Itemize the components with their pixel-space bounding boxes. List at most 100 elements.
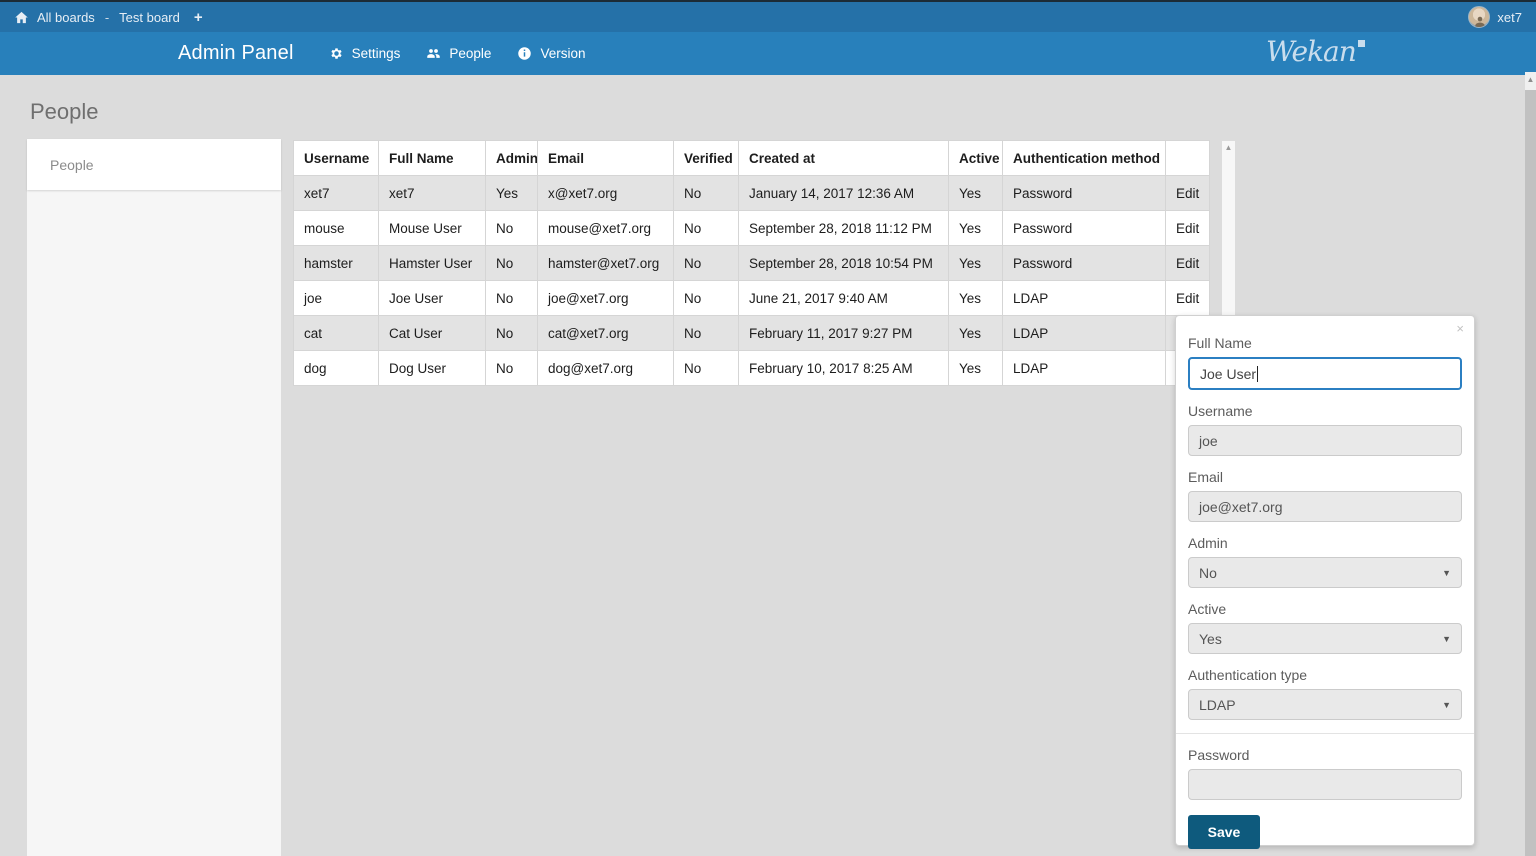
cell-full-name: Hamster User bbox=[378, 245, 486, 281]
user-name: xet7 bbox=[1497, 9, 1522, 25]
person-icon bbox=[1475, 16, 1486, 27]
admin-menu: Settings People Version bbox=[316, 32, 599, 75]
breadcrumb-all-boards[interactable]: All boards bbox=[37, 9, 95, 25]
table-row: dog Dog User No dog@xet7.org No February… bbox=[293, 350, 1210, 386]
cell-username: hamster bbox=[293, 245, 379, 281]
password-input[interactable] bbox=[1188, 769, 1462, 800]
table-row: hamster Hamster User No hamster@xet7.org… bbox=[293, 245, 1210, 281]
cell-email: mouse@xet7.org bbox=[537, 210, 674, 246]
col-header-full-name: Full Name bbox=[378, 140, 486, 176]
cell-auth-method: LDAP bbox=[1002, 280, 1166, 316]
cell-verified: No bbox=[673, 315, 739, 351]
cell-auth-method: Password bbox=[1002, 245, 1166, 281]
menu-label-version: Version bbox=[540, 46, 586, 61]
cell-active: Yes bbox=[948, 280, 1003, 316]
admin-value: No bbox=[1199, 564, 1217, 581]
menu-label-people: People bbox=[449, 46, 492, 61]
cell-created-at: September 28, 2018 11:12 PM bbox=[738, 210, 949, 246]
panel-divider bbox=[1176, 733, 1474, 734]
sidebar: People bbox=[27, 139, 281, 856]
scroll-up-arrow-icon[interactable]: ▲ bbox=[1526, 75, 1535, 84]
password-label: Password bbox=[1188, 747, 1250, 763]
edit-link[interactable]: Edit bbox=[1176, 220, 1200, 236]
scroll-up-arrow-icon[interactable]: ▲ bbox=[1224, 143, 1233, 152]
gear-icon bbox=[331, 48, 342, 59]
edit-user-panel: × Full Name Joe User Username joe Email … bbox=[1175, 315, 1475, 849]
save-button[interactable]: Save bbox=[1188, 815, 1260, 849]
col-header-created-at: Created at bbox=[738, 140, 949, 176]
admin-select[interactable]: No ▼ bbox=[1188, 557, 1462, 588]
cell-admin: No bbox=[485, 245, 538, 281]
cell-admin: Yes bbox=[485, 175, 538, 211]
cell-admin: No bbox=[485, 350, 538, 386]
breadcrumb: All boards - Test board + xet7 bbox=[0, 2, 1536, 32]
add-board-button[interactable]: + bbox=[193, 8, 203, 26]
col-header-active: Active bbox=[948, 140, 1003, 176]
cell-verified: No bbox=[673, 350, 739, 386]
sidebar-item-people[interactable]: People bbox=[27, 139, 281, 190]
cell-email: dog@xet7.org bbox=[537, 350, 674, 386]
breadcrumb-board-name[interactable]: Test board bbox=[119, 9, 180, 25]
page-scrollbar[interactable]: ▲ bbox=[1525, 72, 1536, 856]
cell-auth-method: Password bbox=[1002, 175, 1166, 211]
avatar[interactable] bbox=[1468, 6, 1491, 28]
active-select[interactable]: Yes ▼ bbox=[1188, 623, 1462, 654]
chevron-down-icon: ▼ bbox=[1442, 633, 1451, 644]
table-row: xet7 xet7 Yes x@xet7.org No January 14, … bbox=[293, 175, 1210, 211]
cell-email: hamster@xet7.org bbox=[537, 245, 674, 281]
menu-item-version[interactable]: Version bbox=[504, 32, 598, 75]
cell-auth-method: LDAP bbox=[1002, 350, 1166, 386]
cell-full-name: xet7 bbox=[378, 175, 486, 211]
menu-item-settings[interactable]: Settings bbox=[316, 32, 414, 75]
admin-panel-title: Admin Panel bbox=[178, 42, 294, 64]
cell-auth-method: LDAP bbox=[1002, 315, 1166, 351]
full-name-value: Joe User bbox=[1200, 365, 1257, 382]
edit-link[interactable]: Edit bbox=[1176, 185, 1200, 201]
cell-active: Yes bbox=[948, 350, 1003, 386]
menu-item-people[interactable]: People bbox=[413, 32, 504, 75]
auth-type-value: LDAP bbox=[1199, 696, 1236, 713]
cell-username: joe bbox=[293, 280, 379, 316]
cell-email: joe@xet7.org bbox=[537, 280, 674, 316]
cell-verified: No bbox=[673, 245, 739, 281]
cell-full-name: Cat User bbox=[378, 315, 486, 351]
sidebar-item-label: People bbox=[50, 156, 94, 173]
edit-link[interactable]: Edit bbox=[1176, 290, 1200, 306]
info-icon bbox=[518, 47, 532, 60]
cell-active: Yes bbox=[948, 210, 1003, 246]
wekan-logo[interactable]: Wekan bbox=[1266, 33, 1365, 71]
cell-verified: No bbox=[673, 210, 739, 246]
edit-link[interactable]: Edit bbox=[1176, 255, 1200, 271]
auth-type-select[interactable]: LDAP ▼ bbox=[1188, 689, 1462, 720]
user-menu[interactable]: xet7 bbox=[1468, 6, 1522, 28]
table-scrollbar[interactable]: ▲ bbox=[1222, 141, 1235, 317]
col-header-verified: Verified bbox=[673, 140, 739, 176]
cell-created-at: June 21, 2017 9:40 AM bbox=[738, 280, 949, 316]
home-icon[interactable] bbox=[14, 10, 29, 25]
scrollbar-thumb[interactable] bbox=[1525, 90, 1536, 856]
active-value: Yes bbox=[1199, 630, 1222, 647]
username-value: joe bbox=[1199, 432, 1218, 449]
cell-auth-method: Password bbox=[1002, 210, 1166, 246]
cell-created-at: February 10, 2017 8:25 AM bbox=[738, 350, 949, 386]
table-header-row: Username Full Name Admin Email Verified … bbox=[293, 140, 1210, 176]
wekan-logo-dot-icon bbox=[1357, 40, 1365, 47]
chevron-down-icon: ▼ bbox=[1442, 567, 1451, 578]
cell-full-name: Dog User bbox=[378, 350, 486, 386]
window-top-strip bbox=[0, 0, 1536, 2]
cell-full-name: Mouse User bbox=[378, 210, 486, 246]
cell-email: x@xet7.org bbox=[537, 175, 674, 211]
close-icon[interactable]: × bbox=[1456, 321, 1464, 336]
col-header-auth-method: Authentication method bbox=[1002, 140, 1166, 176]
full-name-input[interactable]: Joe User bbox=[1188, 357, 1462, 390]
users-table: Username Full Name Admin Email Verified … bbox=[293, 140, 1210, 386]
col-header-actions bbox=[1165, 140, 1210, 176]
col-header-admin: Admin bbox=[485, 140, 538, 176]
breadcrumb-separator: - bbox=[104, 9, 110, 25]
cell-username: mouse bbox=[293, 210, 379, 246]
chevron-down-icon: ▼ bbox=[1442, 699, 1451, 710]
cell-active: Yes bbox=[948, 175, 1003, 211]
cell-full-name: Joe User bbox=[378, 280, 486, 316]
people-icon bbox=[427, 49, 441, 58]
menu-label-settings: Settings bbox=[351, 46, 401, 61]
